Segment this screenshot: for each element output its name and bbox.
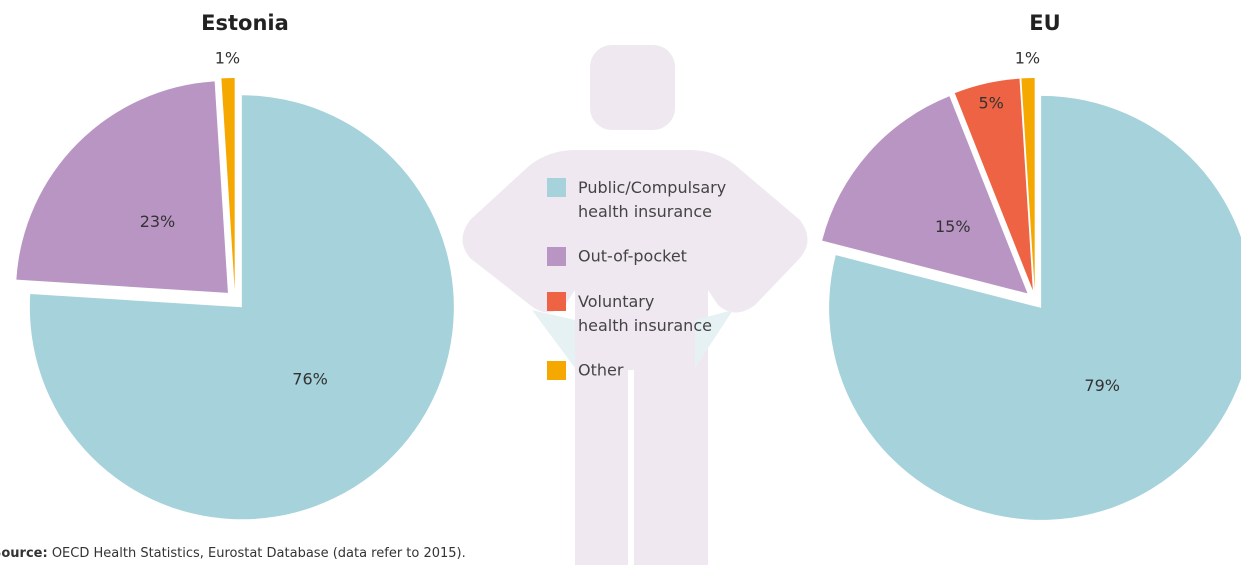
legend-label-line: Public/Compulsary [578,178,726,197]
slice-label: 1% [1015,49,1040,68]
pie-title: EU [1029,11,1060,35]
legend-swatch [547,292,566,311]
pie-slice [954,78,1033,291]
pie-title: Estonia [201,11,289,35]
slice-label: 76% [292,369,328,388]
legend-label: Public/Compulsary health insurance [578,178,726,221]
pie-slice [16,81,228,293]
legend-label: Other [578,361,624,380]
slice-label: 5% [979,94,1004,113]
pie-slice [1021,78,1035,291]
source-text: OECD Health Statistics, Eurostat Databas… [52,546,466,561]
legend: Public/Compulsary health insurance Out-of-… [547,178,726,380]
pie-slice [221,78,235,291]
pie-slice [29,95,454,520]
pie-slice [822,96,1028,294]
legend-label-line: Voluntary [578,292,654,311]
legend-label: Out-of-pocket [578,247,687,266]
slice-label: 15% [935,217,971,236]
slice-label: 23% [140,212,176,231]
pie-slice [829,95,1241,520]
slice-label: 1% [215,49,240,68]
source-label: Source: [0,546,48,561]
source-note: Source: OECD Health Statistics, Eurostat… [0,546,466,561]
slice-label: 79% [1084,376,1120,395]
legend-label-line: health insurance [578,202,712,221]
legend-swatch [547,247,566,266]
legend-swatch [547,178,566,197]
legend-label-line: health insurance [578,316,712,335]
legend-swatch [547,361,566,380]
legend-label: Voluntary health insurance [578,292,712,335]
